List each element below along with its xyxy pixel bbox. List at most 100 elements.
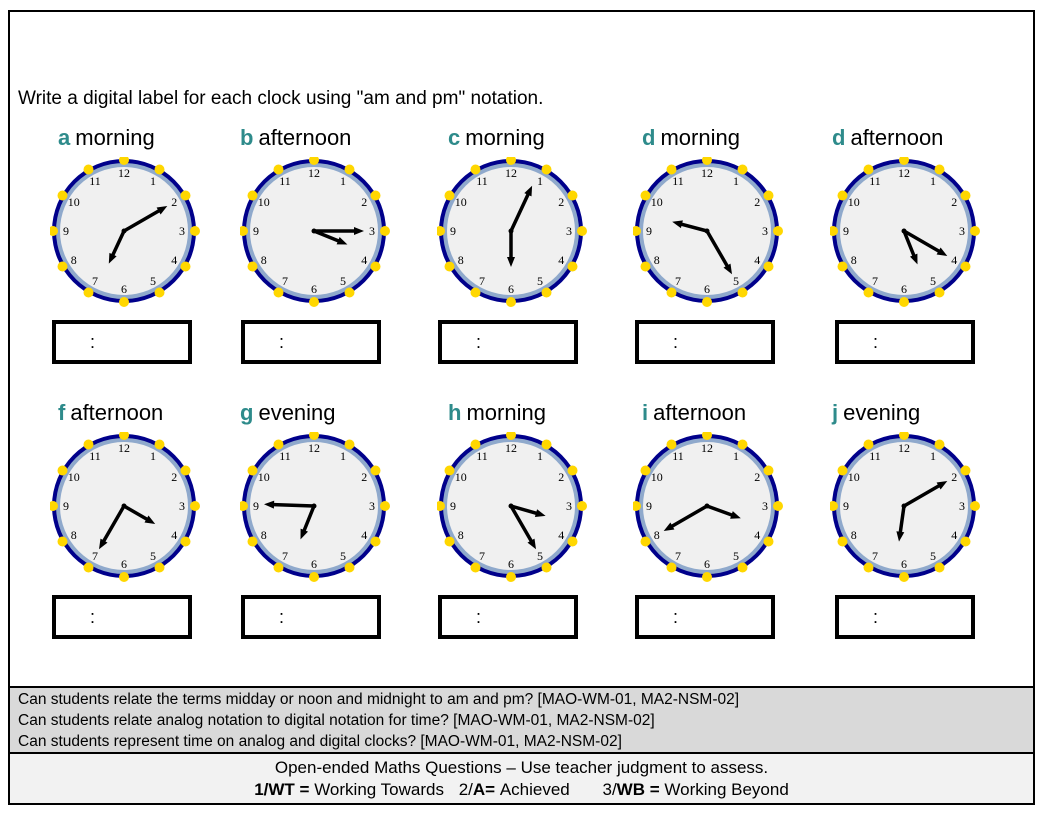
svg-text:2: 2 xyxy=(361,195,367,209)
clock-letter: c xyxy=(448,125,461,150)
svg-text:4: 4 xyxy=(171,528,177,542)
svg-text:9: 9 xyxy=(843,224,849,238)
clock-letter: d xyxy=(832,125,846,150)
svg-text:3: 3 xyxy=(762,499,768,513)
svg-text:9: 9 xyxy=(63,224,69,238)
svg-text:6: 6 xyxy=(901,282,907,296)
clock-period: afternoon xyxy=(258,125,352,150)
svg-text:1: 1 xyxy=(340,449,346,463)
svg-text:7: 7 xyxy=(92,549,98,563)
svg-text:11: 11 xyxy=(476,449,488,463)
answer-box-d-morning[interactable]: : xyxy=(635,320,775,364)
svg-text:10: 10 xyxy=(848,195,860,209)
svg-text:10: 10 xyxy=(651,195,663,209)
svg-text:5: 5 xyxy=(930,274,936,288)
clock-period: morning xyxy=(465,125,545,150)
svg-text:2: 2 xyxy=(171,470,177,484)
svg-text:2: 2 xyxy=(951,195,957,209)
clock-label: d afternoon xyxy=(832,125,943,151)
svg-text:8: 8 xyxy=(654,253,660,267)
svg-text:1: 1 xyxy=(150,174,156,188)
answer-box-h-morning[interactable]: : xyxy=(438,595,578,639)
assessment-scale: 1/WT = Working Towards 2/A= Achieved 3/W… xyxy=(254,780,789,799)
svg-text:1: 1 xyxy=(733,174,739,188)
clock-period: morning xyxy=(75,125,155,150)
clock-letter: d xyxy=(642,125,656,150)
svg-text:11: 11 xyxy=(279,174,291,188)
clock-label: c morning xyxy=(448,125,545,151)
time-colon: : xyxy=(873,607,879,627)
svg-text:6: 6 xyxy=(901,557,907,571)
clock-letter: g xyxy=(240,400,254,425)
time-colon: : xyxy=(673,332,679,352)
time-colon: : xyxy=(673,607,679,627)
svg-text:5: 5 xyxy=(340,274,346,288)
svg-text:2: 2 xyxy=(171,195,177,209)
criterion-1: Can students relate the terms midday or … xyxy=(18,691,740,708)
svg-text:9: 9 xyxy=(63,499,69,513)
svg-text:5: 5 xyxy=(930,549,936,563)
svg-text:7: 7 xyxy=(479,549,485,563)
svg-text:11: 11 xyxy=(869,174,881,188)
svg-text:12: 12 xyxy=(701,166,713,180)
answer-box-c-morning[interactable]: : xyxy=(438,320,578,364)
clock-letter: i xyxy=(642,400,649,425)
svg-text:10: 10 xyxy=(455,470,467,484)
svg-text:9: 9 xyxy=(253,499,259,513)
svg-text:11: 11 xyxy=(672,174,684,188)
svg-text:12: 12 xyxy=(505,441,517,455)
time-colon: : xyxy=(90,607,96,627)
clock-letter: f xyxy=(58,400,66,425)
svg-text:12: 12 xyxy=(898,441,910,455)
svg-text:5: 5 xyxy=(733,274,739,288)
answer-box-g-evening[interactable]: : xyxy=(241,595,381,639)
svg-text:12: 12 xyxy=(701,441,713,455)
clock-label: g evening xyxy=(240,400,336,426)
svg-text:3: 3 xyxy=(959,499,965,513)
clock-period: evening xyxy=(843,400,921,425)
scale-2-label: Achieved xyxy=(499,780,570,799)
clock-period: afternoon xyxy=(850,125,944,150)
svg-text:11: 11 xyxy=(476,174,488,188)
svg-text:3: 3 xyxy=(566,224,572,238)
svg-text:4: 4 xyxy=(361,253,367,267)
answer-box-f-afternoon[interactable]: : xyxy=(52,595,192,639)
svg-text:1: 1 xyxy=(150,449,156,463)
clock-letter: j xyxy=(832,400,839,425)
svg-text:6: 6 xyxy=(704,282,710,296)
answer-box-d-afternoon[interactable]: : xyxy=(835,320,975,364)
svg-text:11: 11 xyxy=(89,449,101,463)
scale-1-label: Working Towards xyxy=(314,780,444,799)
svg-text:12: 12 xyxy=(118,166,130,180)
svg-text:12: 12 xyxy=(308,166,320,180)
answer-box-i-afternoon[interactable]: : xyxy=(635,595,775,639)
svg-text:7: 7 xyxy=(872,549,878,563)
svg-text:8: 8 xyxy=(851,528,857,542)
svg-text:11: 11 xyxy=(89,174,101,188)
svg-text:3: 3 xyxy=(179,499,185,513)
svg-text:5: 5 xyxy=(150,549,156,563)
svg-text:9: 9 xyxy=(253,224,259,238)
svg-text:4: 4 xyxy=(171,253,177,267)
svg-text:1: 1 xyxy=(537,449,543,463)
clock-period: afternoon xyxy=(653,400,747,425)
svg-text:1: 1 xyxy=(930,174,936,188)
svg-text:8: 8 xyxy=(71,528,77,542)
svg-text:10: 10 xyxy=(68,195,80,209)
svg-text:1: 1 xyxy=(537,174,543,188)
assessment-criteria: Can students relate the terms midday or … xyxy=(8,686,1035,752)
criterion-3: Can students represent time on analog an… xyxy=(18,733,622,750)
svg-text:8: 8 xyxy=(851,253,857,267)
svg-text:1: 1 xyxy=(340,174,346,188)
answer-box-b-afternoon[interactable]: : xyxy=(241,320,381,364)
svg-text:7: 7 xyxy=(92,274,98,288)
assessment-footer: Open-ended Maths Questions – Use teacher… xyxy=(8,752,1035,805)
svg-text:8: 8 xyxy=(71,253,77,267)
svg-text:2: 2 xyxy=(951,470,957,484)
answer-box-a-morning[interactable]: : xyxy=(52,320,192,364)
time-colon: : xyxy=(90,332,96,352)
answer-box-j-evening[interactable]: : xyxy=(835,595,975,639)
